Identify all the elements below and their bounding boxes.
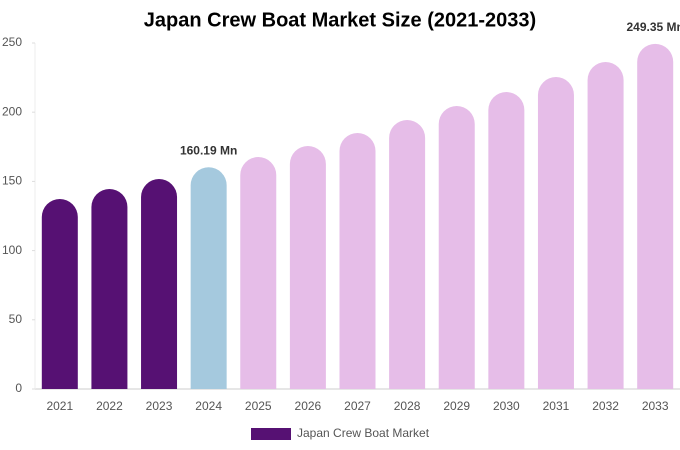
- bar: [91, 189, 128, 389]
- x-tick-label: 2030: [493, 399, 520, 413]
- y-tick-label: 100: [2, 243, 22, 257]
- bar: [488, 92, 525, 389]
- bar: [339, 132, 376, 389]
- x-tick-label: 2028: [394, 399, 421, 413]
- y-tick-label: 250: [2, 35, 22, 49]
- x-tick-label: 2029: [443, 399, 470, 413]
- chart-title: Japan Crew Boat Market Size (2021-2033): [144, 9, 536, 31]
- x-tick-label: 2031: [543, 399, 570, 413]
- bar: [41, 198, 78, 389]
- bar: [240, 157, 277, 389]
- bar: [141, 179, 178, 389]
- x-tick-label: 2021: [46, 399, 73, 413]
- x-tick-label: 2032: [592, 399, 619, 413]
- bar: [389, 119, 426, 390]
- bar: [190, 167, 227, 389]
- y-tick-label: 0: [15, 381, 22, 395]
- x-tick-label: 2022: [96, 399, 123, 413]
- x-tick-label: 2026: [295, 399, 322, 413]
- y-tick-label: 150: [2, 174, 22, 188]
- bar: [587, 61, 624, 389]
- legend-label: Japan Crew Boat Market: [297, 426, 430, 440]
- x-tick-label: 2027: [344, 399, 371, 413]
- x-tick-label: 2025: [245, 399, 272, 413]
- y-tick-label: 50: [9, 312, 23, 326]
- value-label: 160.19 Mn: [180, 143, 237, 157]
- legend-swatch: [251, 428, 291, 440]
- value-label: 249.35 Mn: [627, 20, 680, 34]
- x-tick-label: 2023: [146, 399, 173, 413]
- x-tick-label: 2033: [642, 399, 669, 413]
- bar: [537, 77, 574, 389]
- bar: [637, 43, 674, 390]
- bar: [289, 145, 326, 389]
- bar: [438, 105, 475, 390]
- x-tick-label: 2024: [195, 399, 222, 413]
- y-tick-label: 200: [2, 104, 22, 118]
